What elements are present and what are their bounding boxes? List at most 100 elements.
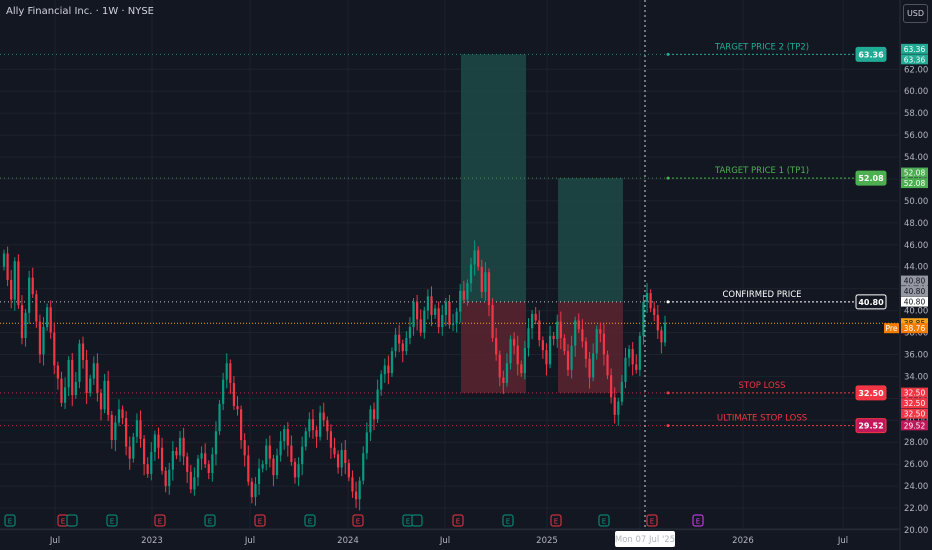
candle[interactable] xyxy=(610,368,613,404)
axis-tag-sl[interactable] xyxy=(901,408,928,419)
candle[interactable] xyxy=(301,436,304,476)
candle[interactable] xyxy=(189,464,192,494)
axis-tag-tp1[interactable] xyxy=(901,167,928,178)
candle[interactable] xyxy=(398,324,401,353)
candle[interactable] xyxy=(509,335,512,370)
candle[interactable] xyxy=(559,311,562,350)
candle[interactable] xyxy=(354,481,358,508)
earnings-event-icon[interactable] xyxy=(204,514,216,527)
candle[interactable] xyxy=(31,267,34,298)
candle[interactable] xyxy=(642,294,645,345)
candle[interactable] xyxy=(67,356,70,397)
candle[interactable] xyxy=(487,268,491,317)
candle[interactable] xyxy=(577,313,580,334)
candle[interactable] xyxy=(139,410,142,448)
candle[interactable] xyxy=(523,340,527,380)
candle[interactable] xyxy=(171,441,174,481)
candle[interactable] xyxy=(74,371,77,399)
candle[interactable] xyxy=(24,308,27,347)
candle[interactable] xyxy=(530,310,534,340)
candle[interactable] xyxy=(548,325,552,369)
candle[interactable] xyxy=(459,283,462,323)
earnings-event-icon[interactable] xyxy=(598,514,610,527)
candle[interactable] xyxy=(275,448,279,479)
candle[interactable] xyxy=(99,389,103,421)
candle[interactable] xyxy=(469,257,473,292)
level-tag-sl[interactable] xyxy=(855,385,887,401)
candle[interactable] xyxy=(653,301,656,322)
candle[interactable] xyxy=(552,331,555,346)
candle[interactable] xyxy=(351,470,354,498)
pre-market-tag[interactable] xyxy=(901,323,928,334)
candle[interactable] xyxy=(663,315,667,347)
candle[interactable] xyxy=(261,460,264,473)
candle[interactable] xyxy=(419,309,422,337)
price-axis[interactable]: 20.0022.0024.0026.0028.0030.0032.0034.00… xyxy=(884,0,928,550)
candle[interactable] xyxy=(13,257,16,311)
earnings-event-icon[interactable] xyxy=(452,514,464,527)
candle[interactable] xyxy=(566,344,570,377)
earnings-event-icon[interactable] xyxy=(4,514,16,527)
candle[interactable] xyxy=(125,411,128,456)
candle[interactable] xyxy=(153,430,156,461)
candle[interactable] xyxy=(333,437,336,459)
candle[interactable] xyxy=(556,314,559,348)
candle[interactable] xyxy=(505,353,509,387)
candle[interactable] xyxy=(383,358,386,383)
candle[interactable] xyxy=(243,433,246,467)
candle[interactable] xyxy=(660,326,663,354)
earnings-event-icon[interactable] xyxy=(550,514,562,527)
candle[interactable] xyxy=(71,353,74,407)
candle[interactable] xyxy=(196,454,200,487)
candle[interactable] xyxy=(627,345,631,367)
candle[interactable] xyxy=(319,405,322,441)
candle[interactable] xyxy=(574,316,577,357)
candle[interactable] xyxy=(308,412,311,438)
candle[interactable] xyxy=(534,306,537,325)
candle[interactable] xyxy=(107,370,110,422)
candle[interactable] xyxy=(649,289,652,313)
candle[interactable] xyxy=(365,422,368,460)
candle[interactable] xyxy=(297,457,300,487)
candle[interactable] xyxy=(584,337,588,368)
candle[interactable] xyxy=(175,447,178,460)
candle[interactable] xyxy=(56,361,59,390)
candle[interactable] xyxy=(617,397,620,426)
axis-tag-sl[interactable] xyxy=(901,387,928,398)
candle[interactable] xyxy=(480,259,483,299)
candle[interactable] xyxy=(63,377,67,410)
candle[interactable] xyxy=(150,442,153,481)
candle[interactable] xyxy=(117,399,121,427)
candle[interactable] xyxy=(570,335,573,379)
candle[interactable] xyxy=(606,350,609,380)
earnings-event-icon[interactable] xyxy=(304,514,316,527)
candle[interactable] xyxy=(394,327,397,358)
candle[interactable] xyxy=(437,301,440,334)
candle[interactable] xyxy=(168,462,171,495)
candle[interactable] xyxy=(222,372,225,411)
candle[interactable] xyxy=(283,425,286,450)
time-axis[interactable]: Jul2023Jul2024Jul2025Jul2026JulMon 07 Ju… xyxy=(0,528,900,547)
level-tag-tp1[interactable] xyxy=(855,170,887,186)
candle[interactable] xyxy=(193,467,196,496)
candle[interactable] xyxy=(372,402,376,431)
candle[interactable] xyxy=(466,279,469,306)
candle[interactable] xyxy=(17,254,20,309)
candle[interactable] xyxy=(520,360,523,377)
candles[interactable] xyxy=(2,240,667,511)
candle[interactable] xyxy=(462,280,465,304)
candle[interactable] xyxy=(473,240,476,276)
candle[interactable] xyxy=(430,286,433,327)
candle[interactable] xyxy=(121,405,124,425)
candle[interactable] xyxy=(541,336,544,359)
candle[interactable] xyxy=(441,305,444,336)
candle[interactable] xyxy=(85,349,88,404)
candle[interactable] xyxy=(347,459,350,482)
candle[interactable] xyxy=(329,424,333,459)
candle[interactable] xyxy=(114,415,117,452)
candle[interactable] xyxy=(595,325,598,360)
candle[interactable] xyxy=(2,249,6,271)
candle[interactable] xyxy=(247,445,250,486)
earnings-event-icon[interactable] xyxy=(646,514,658,527)
